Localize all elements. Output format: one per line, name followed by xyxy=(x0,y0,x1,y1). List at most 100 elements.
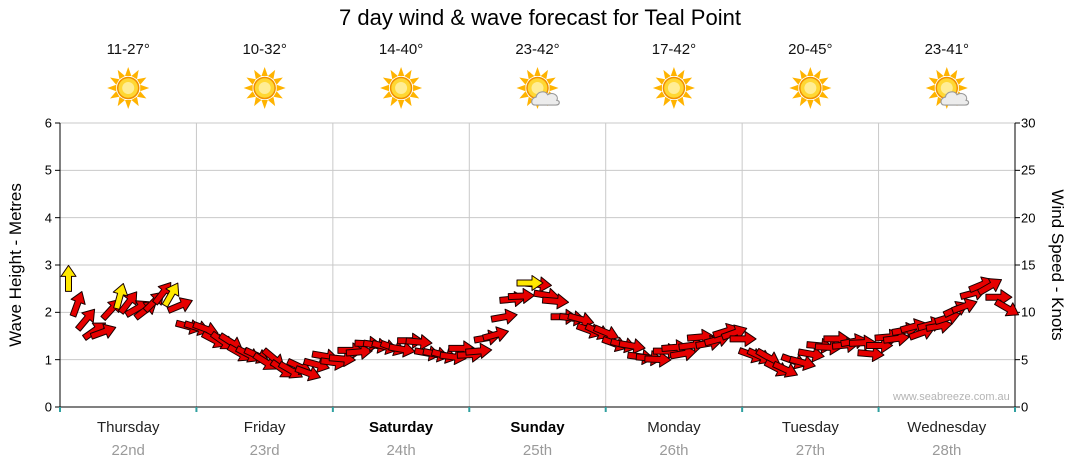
temp-label: 23-42° xyxy=(515,41,560,58)
sun-ray xyxy=(822,84,832,92)
sun-ray xyxy=(397,67,405,76)
wind-arrow xyxy=(112,282,129,310)
sun-cloud-icon xyxy=(516,67,560,109)
sun-ray xyxy=(267,69,276,80)
temp-label: 17-42° xyxy=(651,41,697,58)
sun-ray xyxy=(246,77,256,85)
sun-ray xyxy=(413,84,423,92)
wind-arrow xyxy=(294,365,321,382)
wind-arrow xyxy=(857,346,885,363)
temp-label: 11-27° xyxy=(106,41,150,58)
wind-arrow xyxy=(772,360,798,378)
sun-ray xyxy=(125,67,132,76)
temp-label: 20-45° xyxy=(788,41,833,58)
cloud-icon xyxy=(531,91,560,106)
wind-arrow xyxy=(994,298,1020,317)
y-axis-label-left: 1 xyxy=(44,352,52,368)
y-axis-label-right: 5 xyxy=(1021,352,1029,368)
sun-ray xyxy=(390,96,398,107)
sun-ray xyxy=(799,69,808,80)
sun-core xyxy=(804,82,817,94)
y-axis-label-left: 4 xyxy=(44,210,52,226)
y-axis-title-right: Wind Speed - Knots xyxy=(1048,189,1067,341)
sun-ray xyxy=(789,84,799,92)
sun-ray xyxy=(685,84,695,92)
sun-ray xyxy=(950,69,958,80)
day-label: Saturday xyxy=(368,419,434,436)
wind-arrow xyxy=(465,342,493,359)
wind-arrow xyxy=(60,264,77,292)
sun-ray xyxy=(677,96,685,107)
sun-ray xyxy=(117,69,125,80)
sun-ray xyxy=(107,84,117,92)
wind-arrow xyxy=(516,275,544,291)
wind-arrow xyxy=(618,338,646,355)
sun-ray xyxy=(137,77,147,85)
sun-core xyxy=(258,82,271,94)
wind-arrow xyxy=(985,289,1013,306)
sun-ray xyxy=(519,91,529,99)
wind-arrow xyxy=(977,278,1003,296)
sun-ray xyxy=(404,69,412,80)
sun-ray xyxy=(409,77,420,85)
day-label: Sunday xyxy=(510,419,565,436)
sun-ray xyxy=(655,91,666,99)
wind-arrow xyxy=(644,351,672,368)
date-label: 22nd xyxy=(111,442,145,459)
day-label: Monday xyxy=(647,419,701,436)
y-axis-label-left: 3 xyxy=(44,257,52,273)
y-axis-label-right: 10 xyxy=(1021,304,1036,320)
sun-ray xyxy=(813,69,821,80)
cloud-icon xyxy=(940,91,970,106)
date-label: 25th xyxy=(522,442,553,459)
sun-core xyxy=(531,82,544,94)
sun-ray xyxy=(117,96,125,107)
sun-ray xyxy=(663,96,671,107)
sun-ray xyxy=(261,67,268,76)
sun-ray xyxy=(799,96,808,107)
sun-ray xyxy=(273,77,283,85)
wind-arrow xyxy=(345,343,373,360)
sun-ray xyxy=(254,69,262,80)
wind-arrow xyxy=(541,293,570,310)
sun-ray xyxy=(380,84,390,92)
temp-label: 10-32° xyxy=(242,41,287,58)
sun-core xyxy=(940,82,953,94)
sun-ray xyxy=(534,67,541,76)
y-axis-label-right: 20 xyxy=(1021,210,1036,226)
wind-arrow xyxy=(161,282,180,308)
sun-ray xyxy=(516,84,526,92)
sun-ray xyxy=(928,77,938,85)
y-axis-label-right: 15 xyxy=(1021,257,1036,273)
day-label: Friday xyxy=(243,419,286,436)
sun-cloud-icon xyxy=(925,67,970,109)
sun-ray xyxy=(140,84,150,92)
watermark: www.seabreeze.com.au xyxy=(893,391,1010,403)
sun-core xyxy=(122,82,135,94)
sun-icon xyxy=(380,67,423,109)
sun-ray xyxy=(792,77,802,85)
wind-arrow xyxy=(166,297,193,314)
wind-arrow xyxy=(729,330,757,347)
date-label: 28th xyxy=(932,442,962,459)
sun-core xyxy=(395,82,408,94)
sun-ray xyxy=(409,91,420,99)
y-axis-label-left: 5 xyxy=(44,162,52,178)
sun-ray xyxy=(273,91,283,99)
sun-ray xyxy=(663,69,671,80)
sun-ray xyxy=(110,77,120,85)
date-label: 27th xyxy=(795,442,825,459)
y-axis-label-right: 0 xyxy=(1021,399,1029,415)
sun-ray xyxy=(677,69,685,80)
sun-ray xyxy=(807,100,814,109)
sun-icon xyxy=(243,67,286,109)
day-label: Tuesday xyxy=(781,419,839,436)
y-axis-label-right: 30 xyxy=(1021,115,1036,131)
wind-arrow xyxy=(950,297,978,314)
sun-ray xyxy=(655,77,666,85)
sun-ray xyxy=(137,91,147,99)
sun-icon xyxy=(107,67,150,109)
sun-ray xyxy=(807,67,814,76)
